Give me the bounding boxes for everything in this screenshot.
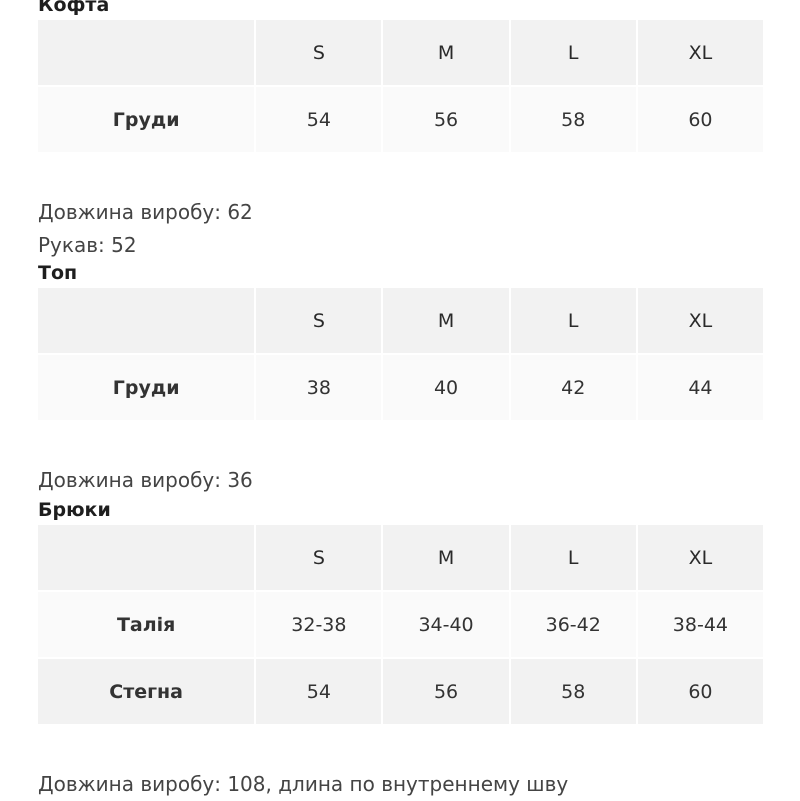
cell-value: 40 xyxy=(381,355,509,422)
size-header-l: L xyxy=(508,288,636,355)
table-row: Талія 32-38 34-40 36-42 38-44 xyxy=(38,592,763,659)
cell-value: 54 xyxy=(254,659,382,726)
cell-value: 34-40 xyxy=(381,592,509,659)
row-label: Стегна xyxy=(38,659,255,726)
cell-value: 32-38 xyxy=(254,592,382,659)
table-header-row: S M L XL xyxy=(38,20,763,87)
size-header-l: L xyxy=(508,20,636,87)
row-label: Груди xyxy=(38,87,255,154)
size-header-m: M xyxy=(381,288,509,355)
section-title-kofta: Кофта xyxy=(38,0,110,16)
cell-value: 38-44 xyxy=(635,592,763,659)
cell-value: 38 xyxy=(254,355,382,422)
header-empty-cell xyxy=(38,525,255,592)
cell-value: 60 xyxy=(635,87,763,154)
table-row: Стегна 54 56 58 60 xyxy=(38,659,763,726)
size-header-s: S xyxy=(254,525,382,592)
cell-value: 58 xyxy=(508,87,636,154)
cell-value: 44 xyxy=(635,355,763,422)
size-table-kofta: S M L XL Груди 54 56 58 60 xyxy=(38,20,763,154)
size-table-bryuky: S M L XL Талія 32-38 34-40 36-42 38-44 С… xyxy=(38,525,763,726)
header-empty-cell xyxy=(38,20,255,87)
size-header-s: S xyxy=(254,288,382,355)
cell-value: 58 xyxy=(508,659,636,726)
size-chart-page: Кофта S M L XL Груди 54 56 58 60 Довжина… xyxy=(38,0,763,801)
note-sleeve: Рукав: 52 xyxy=(38,233,137,257)
size-header-xl: XL xyxy=(635,525,763,592)
size-header-l: L xyxy=(508,525,636,592)
size-table-top: S M L XL Груди 38 40 42 44 xyxy=(38,288,763,422)
size-header-m: M xyxy=(381,525,509,592)
cell-value: 56 xyxy=(381,87,509,154)
row-label: Груди xyxy=(38,355,255,422)
section-title-bryuky: Брюки xyxy=(38,499,111,521)
size-header-m: M xyxy=(381,20,509,87)
header-empty-cell xyxy=(38,288,255,355)
cell-value: 36-42 xyxy=(508,592,636,659)
table-row: Груди 38 40 42 44 xyxy=(38,355,763,422)
cell-value: 54 xyxy=(254,87,382,154)
size-header-xl: XL xyxy=(635,20,763,87)
cell-value: 56 xyxy=(381,659,509,726)
section-title-top: Топ xyxy=(38,262,78,284)
table-header-row: S M L XL xyxy=(38,288,763,355)
cell-value: 42 xyxy=(508,355,636,422)
cell-value: 60 xyxy=(635,659,763,726)
note-length: Довжина виробу: 36 xyxy=(38,468,253,492)
size-header-xl: XL xyxy=(635,288,763,355)
note-length: Довжина виробу: 108, длина по внутреннем… xyxy=(38,772,569,796)
table-header-row: S M L XL xyxy=(38,525,763,592)
table-row: Груди 54 56 58 60 xyxy=(38,87,763,154)
size-header-s: S xyxy=(254,20,382,87)
note-length: Довжина виробу: 62 xyxy=(38,200,253,224)
row-label: Талія xyxy=(38,592,255,659)
